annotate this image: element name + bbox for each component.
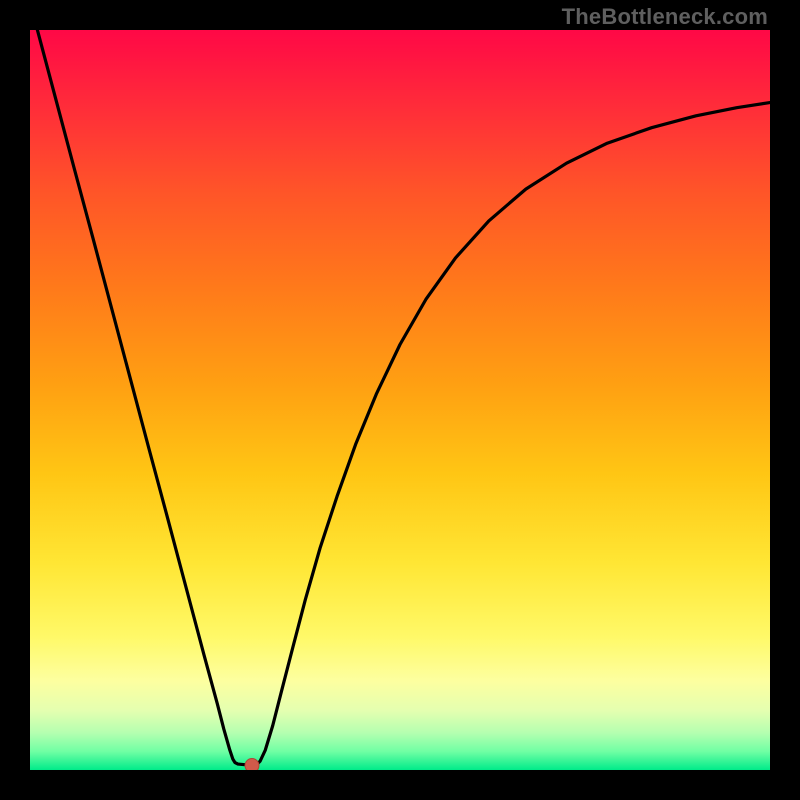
gradient-background xyxy=(30,30,770,770)
chart-frame: TheBottleneck.com xyxy=(0,0,800,800)
plot-area xyxy=(30,30,770,770)
plot-svg xyxy=(30,30,770,770)
minimum-marker xyxy=(245,759,259,770)
watermark-text: TheBottleneck.com xyxy=(562,4,768,30)
